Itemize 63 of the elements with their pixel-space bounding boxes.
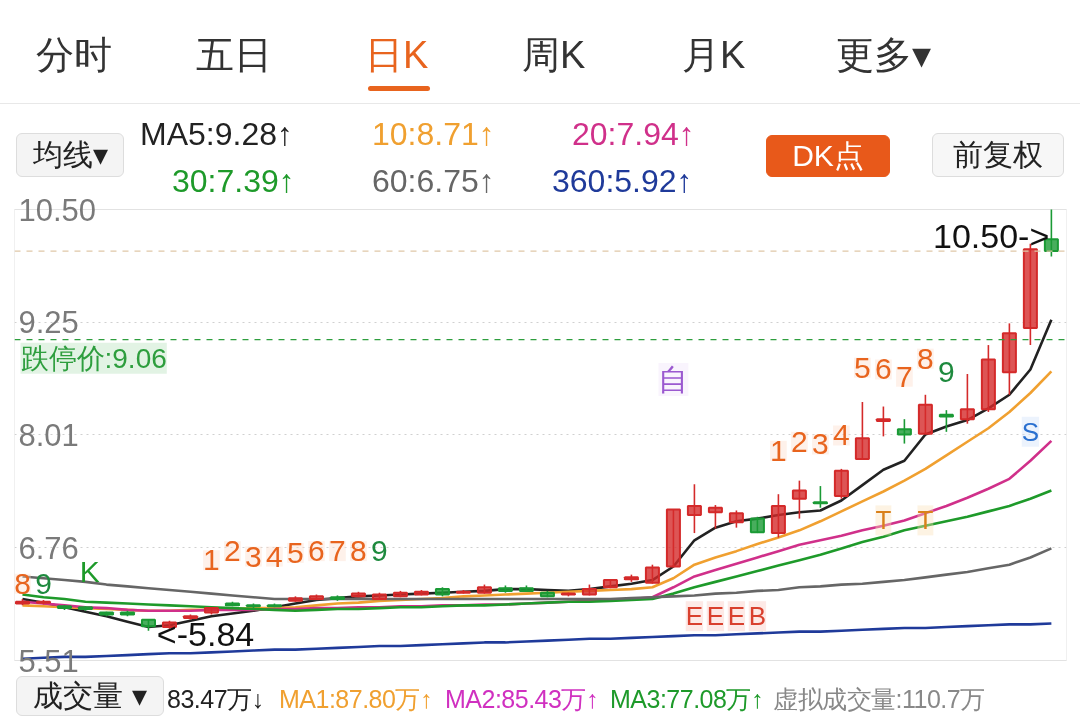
text: 周K	[522, 33, 586, 78]
text: 10:8.71↑	[372, 115, 495, 154]
annotation: 8	[917, 341, 934, 375]
text: 更多▾	[836, 33, 931, 78]
annotation: E	[727, 601, 746, 632]
text: DK点	[766, 135, 890, 177]
annotation: K	[79, 554, 100, 588]
text: 成交量 ▾	[33, 678, 147, 712]
candlestick	[854, 401, 870, 460]
annotation: 3	[812, 427, 829, 461]
text: 83.47万↓	[167, 684, 264, 715]
annotation: 5	[854, 350, 871, 384]
text: 日K	[365, 33, 429, 78]
text: 360:5.92↑	[552, 162, 693, 201]
annotation: 10.50->	[933, 216, 1050, 255]
candlestick	[686, 483, 702, 534]
candlestick	[644, 563, 660, 585]
y-tick-label: 6.76	[18, 530, 79, 566]
text: MA1:87.80万↑	[279, 684, 432, 715]
ref-line-label: 跌停价:9.06	[20, 342, 167, 374]
annotation: 1	[770, 433, 787, 467]
text: 60:6.75↑	[372, 162, 495, 201]
text: 月K	[682, 33, 746, 78]
annotation: E	[685, 601, 704, 632]
text: 前复权	[932, 133, 1064, 177]
annotation: 1	[203, 543, 220, 577]
annotation: 2	[791, 424, 808, 458]
annotation: 4	[266, 539, 283, 573]
text: 均线▾	[16, 133, 124, 177]
text: MA2:85.43万↑	[445, 684, 598, 715]
candlestick	[707, 504, 723, 530]
candlestick	[896, 418, 912, 445]
annotation: 8	[350, 534, 367, 568]
annotation: 自	[658, 362, 689, 396]
text: MA5:9.28↑	[140, 115, 293, 154]
candlestick	[791, 479, 807, 520]
text: MA3:77.08万↑	[610, 684, 763, 715]
y-tick-label: 10.50	[18, 192, 97, 228]
y-tick-label: 9.25	[18, 305, 79, 341]
y-tick-label: 8.01	[18, 417, 79, 453]
annotation: B	[748, 601, 767, 632]
annotation: 2	[224, 534, 241, 568]
text: 30:7.39↑	[172, 162, 295, 201]
text: 虚拟成交量:110.7万	[773, 684, 985, 715]
text: 分时	[36, 33, 112, 78]
annotation: <-5.84	[156, 615, 255, 654]
candlestick	[959, 373, 975, 425]
annotation: 6	[875, 352, 892, 386]
annotation: 3	[245, 539, 262, 573]
annotation: 6	[308, 534, 325, 568]
text: 20:7.94↑	[572, 115, 695, 154]
annotation: 9	[371, 534, 388, 568]
candlestick	[812, 485, 828, 509]
annotation: 4	[833, 418, 850, 452]
annotation: E	[706, 601, 725, 632]
annotation: 7	[896, 359, 913, 393]
annotation: S	[1021, 416, 1040, 447]
annotation: 9	[938, 355, 955, 389]
text: 五日	[196, 33, 272, 78]
annotation: 8	[14, 566, 31, 600]
candlestick	[875, 405, 891, 438]
annotation: 7	[329, 534, 346, 568]
annotation: 5	[287, 535, 304, 569]
